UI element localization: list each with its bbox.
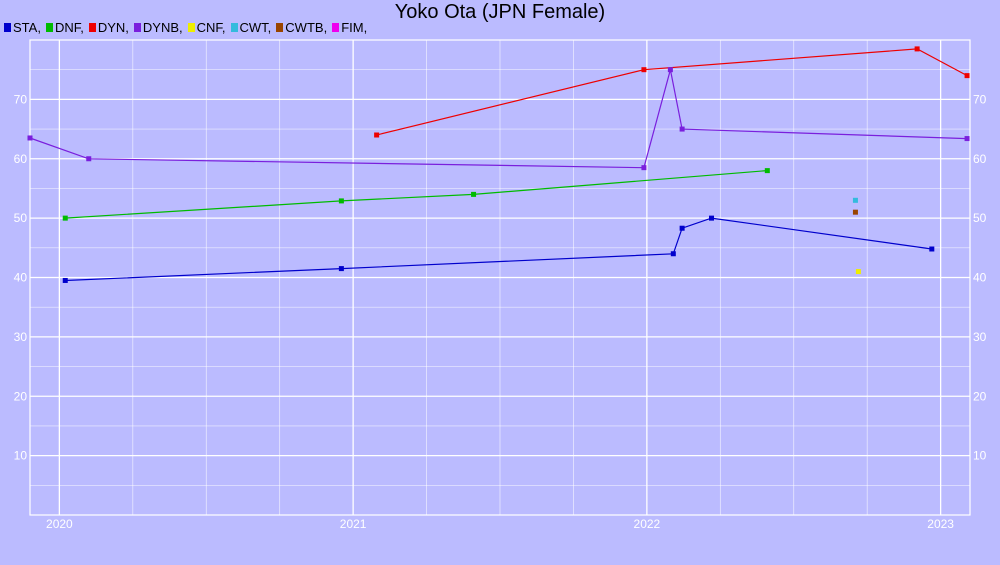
data-point-dnf (471, 191, 477, 197)
series-line-dnf (65, 170, 768, 219)
data-point-sta (709, 215, 714, 221)
legend-swatch (88, 23, 96, 32)
legend-label: STA, (13, 20, 41, 35)
legend-swatch (133, 23, 141, 32)
y-tick-label-right: 40 (973, 271, 987, 285)
data-point-dynb (667, 67, 673, 73)
legend-swatch (4, 23, 11, 32)
y-tick-label-right: 50 (973, 211, 987, 225)
legend-swatch (276, 23, 284, 32)
data-point-dnf (764, 168, 770, 174)
data-point-cwtb (852, 209, 858, 215)
legend-label: CNF, (196, 20, 226, 35)
data-point-dnf (62, 215, 68, 221)
x-tick-label: 2020 (46, 517, 73, 531)
y-tick-label-left: 10 (14, 449, 28, 463)
data-point-dyn (374, 132, 380, 138)
data-point-dynb (86, 156, 92, 162)
y-tick-label-left: 30 (14, 330, 28, 344)
data-point-sta (929, 246, 935, 252)
y-tick-label-right: 10 (973, 449, 987, 463)
data-point-cwt (852, 197, 858, 203)
y-tick-label-right: 70 (973, 92, 987, 106)
legend-label: DNF, (54, 20, 84, 35)
y-tick-label-left: 70 (14, 92, 28, 106)
legend-item-cwtb: CWTB, (276, 20, 327, 35)
series-line-dynb (29, 69, 968, 169)
legend: STA, DNF, DYN, DYNB, CNF, CWT, CWTB, FIM, (4, 20, 372, 35)
y-tick-label-left: 60 (14, 152, 28, 166)
data-point-cnf (855, 269, 861, 275)
x-tick-label: 2023 (927, 517, 954, 531)
legend-item-dynb: DYNB, (133, 20, 183, 35)
series-line-sta (65, 217, 932, 282)
x-tick-label: 2021 (340, 517, 367, 531)
chart-title: Yoko Ota (JPN Female) (394, 1, 606, 23)
data-point-sta (62, 277, 68, 283)
legend-item-dyn: DYN, (88, 20, 129, 35)
data-point-dynb (27, 135, 33, 141)
y-tick-label-left: 40 (14, 271, 28, 285)
data-point-dynb (679, 126, 685, 132)
legend-swatch (45, 23, 53, 32)
legend-label: DYNB, (142, 20, 183, 35)
legend-label: CWT, (239, 20, 272, 35)
legend-item-fim: FIM, (332, 20, 367, 35)
legend-item-cwt: CWT, (230, 20, 272, 35)
y-tick-label-left: 20 (14, 389, 28, 403)
legend-label: DYN, (97, 20, 129, 35)
legend-item-sta: STA, (4, 20, 41, 35)
legend-swatch (230, 23, 238, 32)
data-point-dnf (338, 198, 344, 204)
y-tick-label-right: 20 (973, 389, 987, 403)
data-point-dyn (914, 46, 920, 52)
data-point-dynb (964, 136, 970, 142)
plot-border (29, 39, 971, 516)
data-point-sta (679, 225, 685, 231)
y-tick-label-right: 60 (973, 152, 987, 166)
legend-label: FIM, (341, 20, 368, 35)
x-tick-label: 2022 (634, 517, 661, 531)
data-point-dyn (964, 73, 970, 79)
legend-item-cnf: CNF, (187, 20, 226, 35)
y-tick-label-left: 50 (14, 211, 28, 225)
legend-swatch (332, 23, 340, 32)
legend-item-dnf: DNF, (45, 20, 84, 35)
legend-swatch (187, 23, 195, 32)
series-line-dyn (376, 48, 968, 136)
data-point-dyn (641, 67, 647, 73)
data-point-sta (338, 266, 344, 272)
legend-label: CWTB, (285, 20, 328, 35)
y-tick-label-right: 30 (973, 330, 987, 344)
data-point-dynb (641, 165, 647, 171)
data-point-sta (670, 251, 676, 257)
